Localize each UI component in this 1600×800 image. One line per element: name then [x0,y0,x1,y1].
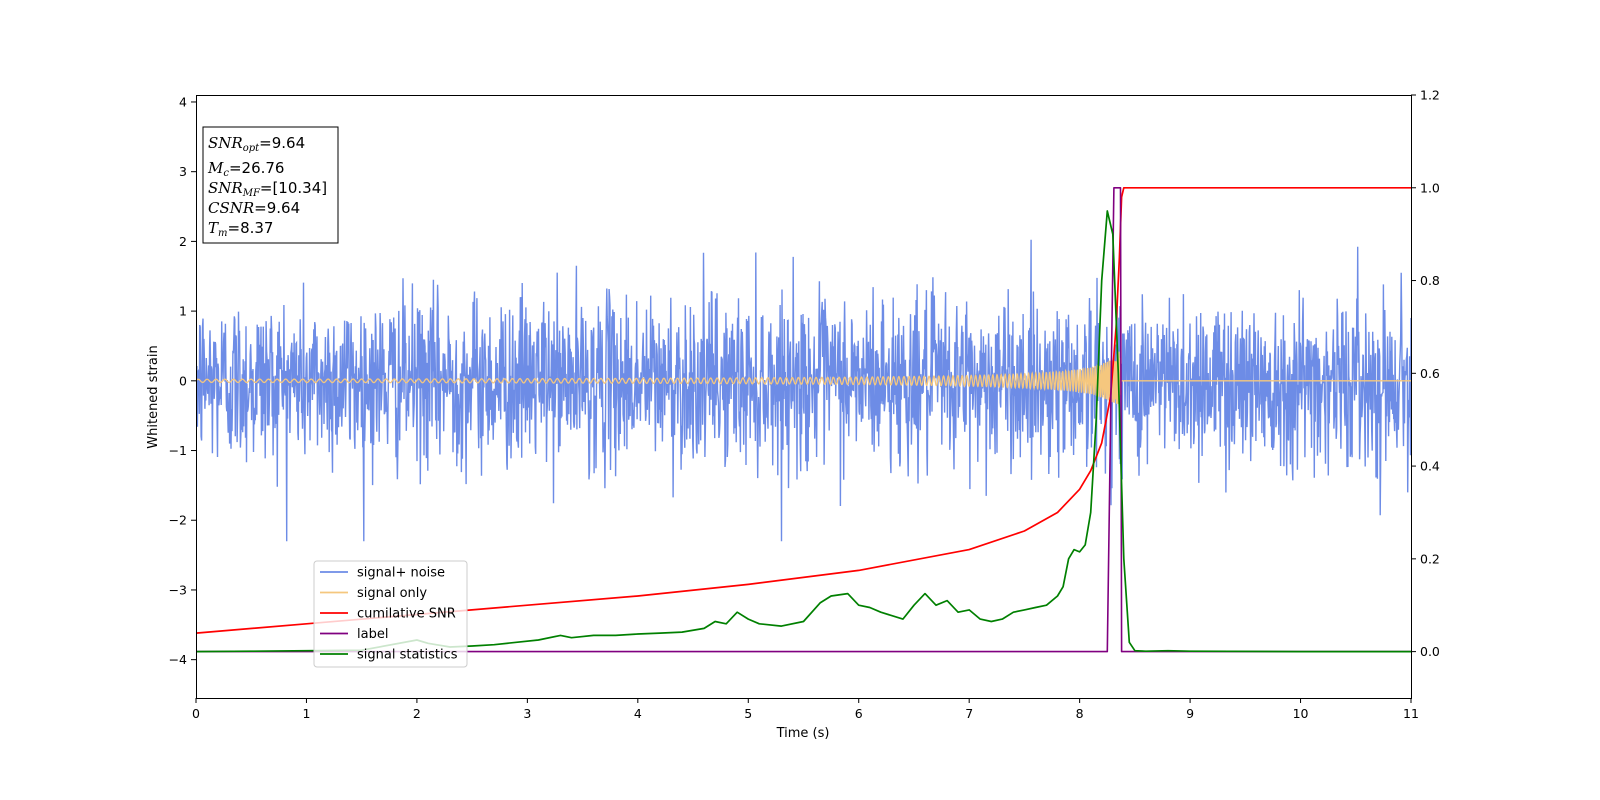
y-tick-label: −3 [169,582,187,597]
x-tick-label: 8 [1076,706,1084,721]
plot-area [196,186,1411,653]
y-tick-label: 3 [179,164,187,179]
y-axis-left: −4 −3 −2 −1 0 1 2 3 4 [169,94,196,667]
y2-tick-label: 1.2 [1420,88,1440,103]
y-tick-label: −4 [169,652,187,667]
annotation-tm: Tm=8.37 [208,219,273,239]
y2-tick-label: 0.6 [1420,366,1440,381]
series-cumulative-snr [196,186,1411,634]
y2-tick-label: 0.4 [1420,459,1440,474]
series-signal-statistics [196,210,1411,653]
series-label [196,187,1411,653]
annotation-snr-mf: SNRMF=[10.34] [208,179,327,199]
x-tick-label: 6 [855,706,863,721]
x-tick-label: 9 [1186,706,1194,721]
y-axis-right: 0.0 0.2 0.4 0.6 0.8 1.0 1.2 [1411,88,1440,659]
x-tick-label: 7 [965,706,973,721]
x-tick-label: 11 [1403,706,1419,721]
y-tick-label: 0 [179,373,187,388]
axes-frame [196,95,1412,699]
y2-tick-label: 0.0 [1420,644,1440,659]
legend-frame [313,560,468,668]
legend: signal+ noise signal only cumilative SNR la… [313,560,468,668]
y-tick-label: 4 [179,94,187,109]
x-tick-label: 3 [523,706,531,721]
x-axis-label: Time (s) [776,726,830,741]
annotation-box: SNRopt=9.64 Mc=26.76 SNRMF=[10.34] CSNR=… [202,126,339,244]
x-tick-label: 2 [413,706,421,721]
x-tick-label: 1 [302,706,310,721]
legend-label: signal statistics [357,648,458,663]
series-signal-only [196,351,1411,407]
x-tick-label: 0 [192,706,200,721]
x-tick-label: 10 [1293,706,1309,721]
x-tick-label: 5 [744,706,752,721]
annotation-mc: Mc=26.76 [207,159,284,179]
legend-label: label [357,627,388,642]
y2-tick-label: 1.0 [1420,180,1440,195]
annotation-csnr: CSNR=9.64 [208,199,300,217]
series-group [196,186,1411,653]
y2-tick-label: 0.8 [1420,273,1440,288]
y-tick-label: 2 [179,234,187,249]
y2-tick-label: 0.2 [1420,551,1440,566]
annotation-snr-opt: SNRopt=9.64 [208,134,305,154]
annotation-frame [202,126,339,244]
legend-label: signal+ noise [357,566,445,581]
legend-label: signal only [357,586,427,601]
y-axis-label: Whitened strain [146,345,161,448]
series-signal-noise [196,239,1411,542]
x-tick-label: 4 [634,706,642,721]
y-tick-label: 1 [179,304,187,319]
legend-label: cumilative SNR [357,607,456,622]
x-axis: 0 1 2 3 4 5 6 7 8 9 10 11 [192,698,1419,721]
y-tick-label: −2 [169,513,187,528]
y-tick-label: −1 [169,443,187,458]
